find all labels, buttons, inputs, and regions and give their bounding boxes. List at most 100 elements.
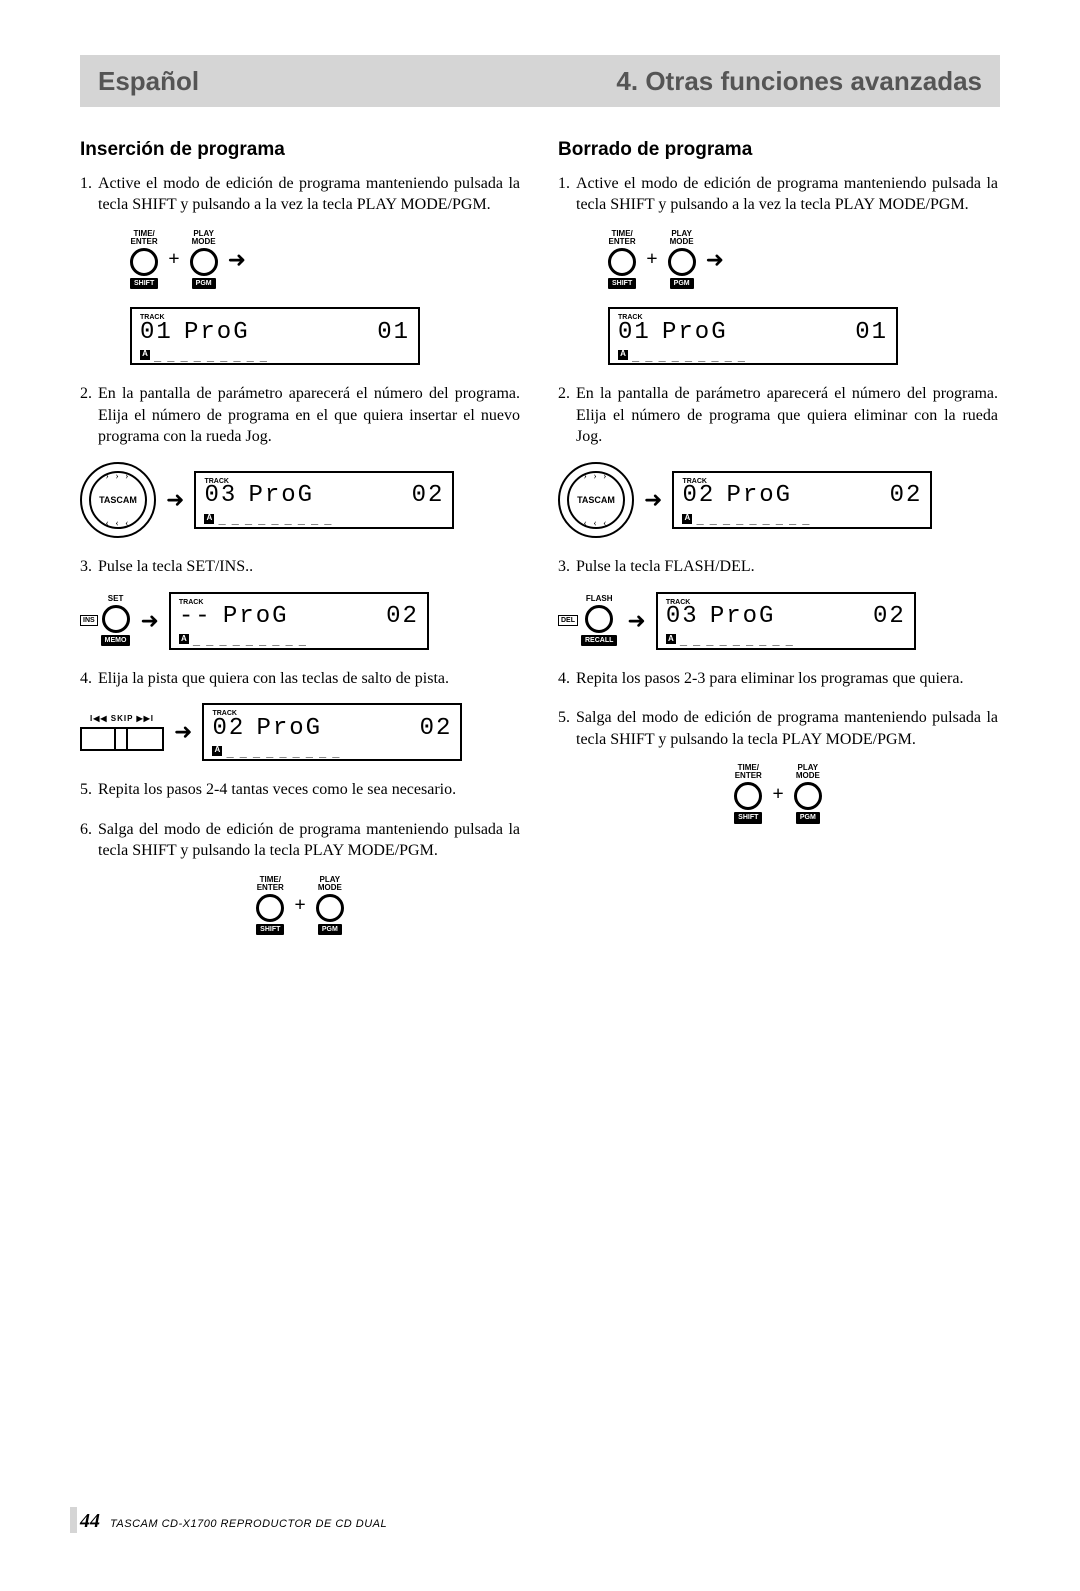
- step-text: Active el modo de edición de programa ma…: [576, 173, 998, 216]
- button-circle-icon: [608, 248, 636, 276]
- lcd-row: 03 ProG 02: [666, 605, 906, 629]
- figure-buttons-r1: TIME/ENTER SHIFT + PLAYMODE PGM ➜: [608, 230, 998, 289]
- btn-sublabel: SHIFT: [256, 924, 284, 935]
- lcd-a-icon: A: [618, 350, 628, 360]
- figure-skip-4: I◀◀ SKIP ▶▶I ➜ TRACK 02 ProG 02 A__: [80, 703, 520, 761]
- btn-sublabel: PGM: [192, 278, 216, 289]
- skip-next-icon: [128, 729, 162, 749]
- btn-sublabel: SHIFT: [130, 278, 158, 289]
- columns: Inserción de programa 1.Active el modo d…: [80, 137, 1000, 953]
- jog-arrows-icon: ‹ ‹ ‹: [106, 517, 131, 531]
- btn-sublabel: MEMO: [101, 635, 131, 646]
- plus-icon: +: [772, 781, 783, 808]
- step-num: 5.: [80, 779, 98, 801]
- button-circle-icon: [190, 248, 218, 276]
- plus-icon: +: [294, 892, 305, 919]
- time-enter-button: TIME/ENTER SHIFT: [608, 230, 636, 289]
- skip-label: I◀◀ SKIP ▶▶I: [90, 714, 154, 725]
- lcd-prog-text: ProG: [710, 605, 866, 629]
- step-text: Elija la pista que quiera con las teclas…: [98, 668, 520, 690]
- lcd-track-value: 03: [666, 605, 710, 629]
- lcd-a-icon: A: [682, 514, 692, 524]
- jog-wheel-icon: › › › TASCAM ‹ ‹ ‹: [558, 462, 634, 538]
- button-circle-icon: [585, 605, 613, 633]
- lcd-track-value: 03: [204, 484, 248, 508]
- step-text: Salga del modo de edición de programa ma…: [576, 707, 998, 750]
- header-bar: Español 4. Otras funciones avanzadas: [80, 55, 1000, 107]
- section-title-delete: Borrado de programa: [558, 137, 998, 163]
- btn-label: PLAYMODE: [796, 764, 820, 780]
- del-label: DEL: [558, 615, 578, 626]
- play-mode-button: PLAYMODE PGM: [794, 764, 822, 823]
- play-mode-button: PLAYMODE PGM: [190, 230, 218, 289]
- page-number: 44: [80, 1510, 100, 1533]
- lcd-row: -- ProG 02: [179, 605, 419, 629]
- set-button-group: INS SET MEMO: [80, 595, 130, 646]
- step: 5.Salga del modo de edición de programa …: [558, 707, 998, 750]
- btn-sublabel: PGM: [318, 924, 342, 935]
- lcd-display: TRACK 02 ProG 02 A_________: [202, 703, 462, 761]
- lcd-prog-text: ProG: [223, 605, 379, 629]
- lcd-row: 01 ProG 01: [140, 321, 410, 345]
- lcd-bottom: A_________: [140, 347, 410, 363]
- skip-box-icon: [80, 727, 164, 751]
- skip-prev-icon: [82, 729, 116, 749]
- jog-wheel-icon: › › › TASCAM ‹ ‹ ‹: [80, 462, 156, 538]
- lcd-right-value: 01: [848, 321, 888, 345]
- btn-label: PLAYMODE: [670, 230, 694, 246]
- step-text: Salga del modo de edición de programa ma…: [98, 819, 520, 862]
- lcd-right-value: 02: [882, 484, 922, 508]
- figure-flash-r3: DEL FLASH RECALL ➜ TRACK 03 ProG 02 A: [558, 592, 998, 650]
- manual-page: Español 4. Otras funciones avanzadas Ins…: [80, 55, 1000, 953]
- step: 3.Pulse la tecla FLASH/DEL.: [558, 556, 998, 578]
- header-language: Español: [98, 66, 199, 97]
- left-column: Inserción de programa 1.Active el modo d…: [80, 137, 520, 953]
- figure-jog-2: › › › TASCAM ‹ ‹ ‹ ➜ TRACK 03 ProG 02 A_…: [80, 462, 520, 538]
- jog-arrows-icon: › › ›: [584, 470, 609, 484]
- lcd-right-value: 02: [379, 605, 419, 629]
- footer: 44 TASCAM CD-X1700 REPRODUCTOR DE CD DUA…: [80, 1510, 387, 1533]
- play-mode-button: PLAYMODE PGM: [668, 230, 696, 289]
- figure-set-3: INS SET MEMO ➜ TRACK -- ProG 02 A____: [80, 592, 520, 650]
- ins-label: INS: [80, 615, 98, 626]
- button-circle-icon: [794, 782, 822, 810]
- button-circle-icon: [668, 248, 696, 276]
- lcd-bars: _________: [696, 510, 815, 526]
- lcd-a-icon: A: [666, 634, 676, 644]
- btn-label: SET: [108, 595, 124, 603]
- step: 6.Salga del modo de edición de programa …: [80, 819, 520, 862]
- lcd-row: 02 ProG 02: [682, 484, 922, 508]
- time-enter-button: TIME/ENTER SHIFT: [130, 230, 158, 289]
- jog-arrows-icon: › › ›: [106, 470, 131, 484]
- lcd-prog-text: ProG: [726, 484, 882, 508]
- step-text: Repita los pasos 2-3 para eliminar los p…: [576, 668, 998, 690]
- plus-icon: +: [646, 246, 657, 273]
- step-num: 1.: [80, 173, 98, 216]
- step: 2.En la pantalla de parámetro aparecerá …: [558, 383, 998, 448]
- step-text: Repita los pasos 2-4 tantas veces como l…: [98, 779, 520, 801]
- lcd-display: TRACK 02 ProG 02 A_________: [672, 471, 932, 529]
- arrow-icon: ➜: [627, 606, 645, 636]
- header-section-title: 4. Otras funciones avanzadas: [616, 66, 982, 97]
- lcd-bottom: A_________: [179, 631, 419, 647]
- lcd-bars: _________: [218, 510, 337, 526]
- right-column: Borrado de programa 1.Active el modo de …: [558, 137, 998, 953]
- step-num: 4.: [558, 668, 576, 690]
- set-button: SET MEMO: [101, 595, 131, 646]
- arrow-icon: ➜: [166, 485, 184, 515]
- jog-arrows-icon: ‹ ‹ ‹: [584, 517, 609, 531]
- lcd-right-value: 02: [404, 484, 444, 508]
- lcd-track-value: --: [179, 605, 223, 629]
- lcd-prog-text: ProG: [662, 321, 848, 345]
- lcd-a-icon: A: [212, 746, 222, 756]
- figure-buttons-r5: TIME/ENTER SHIFT + PLAYMODE PGM: [558, 764, 998, 823]
- lcd-right-value: 02: [866, 605, 906, 629]
- arrow-icon: ➜: [228, 245, 246, 275]
- btn-label: PLAYMODE: [318, 876, 342, 892]
- flash-button: FLASH RECALL: [581, 595, 617, 646]
- lcd-track-value: 02: [682, 484, 726, 508]
- arrow-icon: ➜: [644, 485, 662, 515]
- step-num: 3.: [558, 556, 576, 578]
- button-circle-icon: [130, 248, 158, 276]
- btn-label: TIME/ENTER: [257, 876, 284, 892]
